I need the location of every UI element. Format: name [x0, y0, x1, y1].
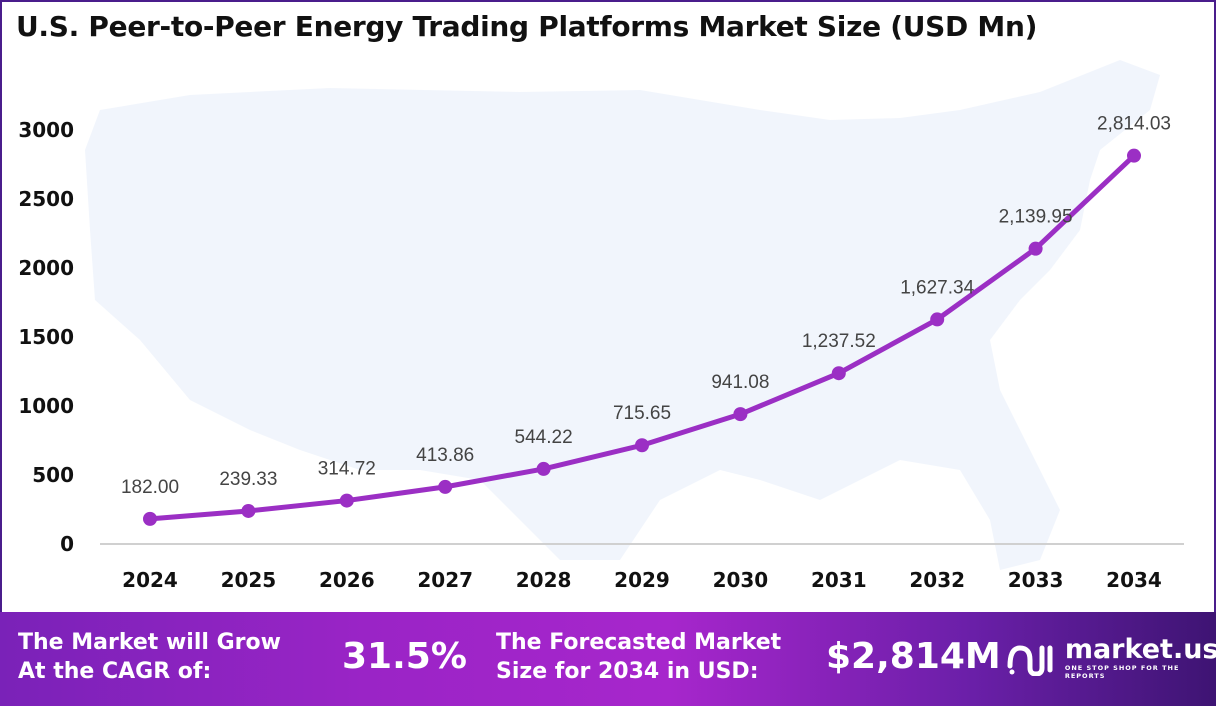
data-point: [143, 511, 157, 526]
y-tick-label: 2500: [18, 187, 74, 211]
x-tick-label: 2024: [122, 568, 178, 592]
market-us-logo: market.us ONE STOP SHOP FOR THE REPORTS: [1006, 636, 1216, 680]
data-point: [1028, 241, 1043, 256]
x-tick-label: 2025: [221, 568, 277, 592]
us-map-background: [85, 60, 1160, 570]
y-tick-label: 1000: [18, 394, 74, 418]
x-tick-label: 2032: [909, 568, 965, 592]
x-tick-label: 2030: [713, 568, 769, 592]
line-chart: 0 500 1000 1500 2000 2500 3000 2024 2025 2026 2027…: [18, 60, 1184, 592]
x-tick-label: 2034: [1106, 568, 1162, 592]
x-tick-label: 2031: [811, 568, 867, 592]
y-tick-label: 3000: [18, 118, 74, 142]
y-tick-label: 500: [32, 463, 74, 487]
data-label: 413.86: [416, 445, 474, 466]
x-tick-label: 2029: [614, 568, 670, 592]
data-label: 182.00: [121, 477, 179, 498]
data-point: [438, 479, 453, 494]
data-label: 2,139.95: [999, 207, 1073, 228]
x-tick-label: 2028: [516, 568, 572, 592]
x-tick-label: 2026: [319, 568, 375, 592]
cagr-label: The Market will Grow At the CAGR of:: [18, 630, 281, 684]
chart-title: U.S. Peer-to-Peer Energy Trading Platfor…: [16, 10, 1038, 43]
data-label: 1,237.52: [802, 331, 876, 352]
data-label: 314.72: [318, 459, 376, 480]
y-tick-label: 1500: [18, 325, 74, 349]
data-label: 2,814.03: [1097, 114, 1171, 135]
forecast-value: $2,814M: [826, 636, 1001, 677]
logo-tagline: ONE STOP SHOP FOR THE REPORTS: [1064, 664, 1180, 680]
data-label: 715.65: [613, 403, 671, 424]
cagr-value: 31.5%: [342, 636, 467, 677]
data-point: [339, 493, 354, 508]
data-point: [831, 366, 846, 381]
data-point: [733, 407, 748, 422]
data-point: [930, 312, 945, 327]
x-tick-label: 2027: [417, 568, 473, 592]
x-tick-label: 2033: [1008, 568, 1064, 592]
y-tick-label: 2000: [18, 256, 74, 280]
data-point: [536, 461, 551, 476]
logo-name: market.us: [1064, 634, 1216, 665]
data-label: 1,627.34: [900, 277, 974, 298]
summary-banner: The Market will Grow At the CAGR of: 31.…: [0, 612, 1216, 706]
data-point: [241, 503, 256, 518]
y-tick-label: 0: [60, 532, 74, 556]
data-point: [1127, 148, 1141, 163]
forecast-label: The Forecasted Market Size for 2034 in U…: [496, 630, 782, 684]
data-label: 941.08: [711, 372, 769, 393]
data-point: [635, 438, 649, 453]
data-label: 544.22: [515, 427, 573, 448]
data-label: 239.33: [219, 469, 277, 490]
market-us-logo-icon: [1007, 645, 1053, 676]
